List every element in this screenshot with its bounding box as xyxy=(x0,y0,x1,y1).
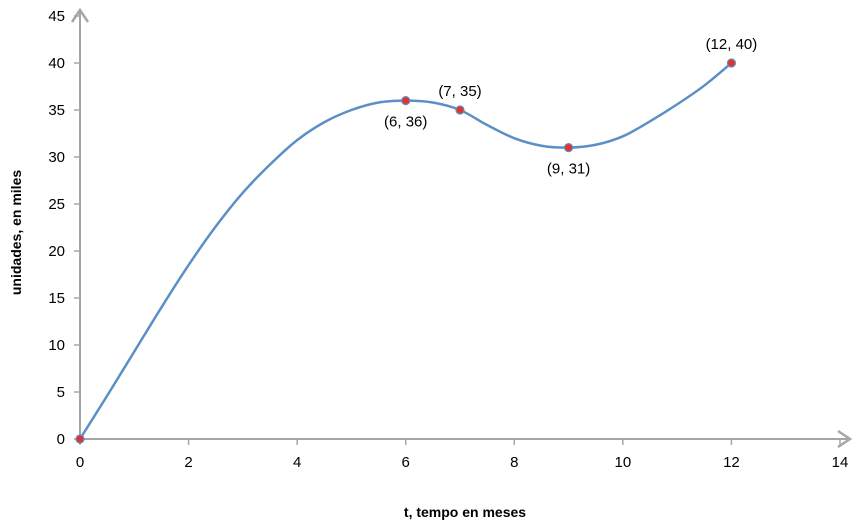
data-point-label: (9, 31) xyxy=(547,161,590,178)
x-tick-label: 8 xyxy=(510,454,518,471)
x-axis-arrow xyxy=(837,429,853,449)
y-tick-label: 25 xyxy=(48,196,65,213)
data-point-label: (12, 40) xyxy=(706,36,758,53)
data-point-label: (7, 35) xyxy=(438,83,481,100)
data-point-marker xyxy=(75,434,85,444)
y-tick-label: 20 xyxy=(48,243,65,260)
x-tick-label: 6 xyxy=(402,454,410,471)
axes xyxy=(70,7,853,449)
data-point-marker xyxy=(563,143,574,153)
y-axis-title: unidades, en miles xyxy=(8,170,24,295)
y-tick-label: 15 xyxy=(48,290,65,307)
x-tick-label: 0 xyxy=(76,454,84,471)
y-tick-label: 30 xyxy=(48,149,65,166)
x-axis-title: t, tempo en meses xyxy=(404,504,526,520)
y-tick-label: 40 xyxy=(48,55,65,72)
point-labels: (6, 36) (7, 35) (9, 31) (12, 40) xyxy=(384,36,757,178)
x-tick-label: 14 xyxy=(832,454,849,471)
y-axis-arrow xyxy=(70,7,90,23)
y-tick-label: 0 xyxy=(57,431,65,448)
x-tick-label: 12 xyxy=(723,454,740,471)
tick-labels: 0 2 4 6 8 10 12 14 0 5 10 15 20 25 30 35 40 45 xyxy=(48,8,848,471)
data-points xyxy=(75,58,737,444)
y-tick-label: 10 xyxy=(48,337,65,354)
x-tick-label: 2 xyxy=(184,454,192,471)
x-tick-label: 10 xyxy=(615,454,632,471)
data-point-marker xyxy=(455,105,465,115)
y-tick-label: 35 xyxy=(48,102,65,119)
data-point-label: (6, 36) xyxy=(384,114,427,131)
x-tick-label: 4 xyxy=(293,454,301,471)
data-point-marker xyxy=(726,58,737,68)
y-tick-label: 45 xyxy=(48,8,65,25)
y-tick-label: 5 xyxy=(57,384,65,401)
data-point-marker xyxy=(401,95,411,106)
